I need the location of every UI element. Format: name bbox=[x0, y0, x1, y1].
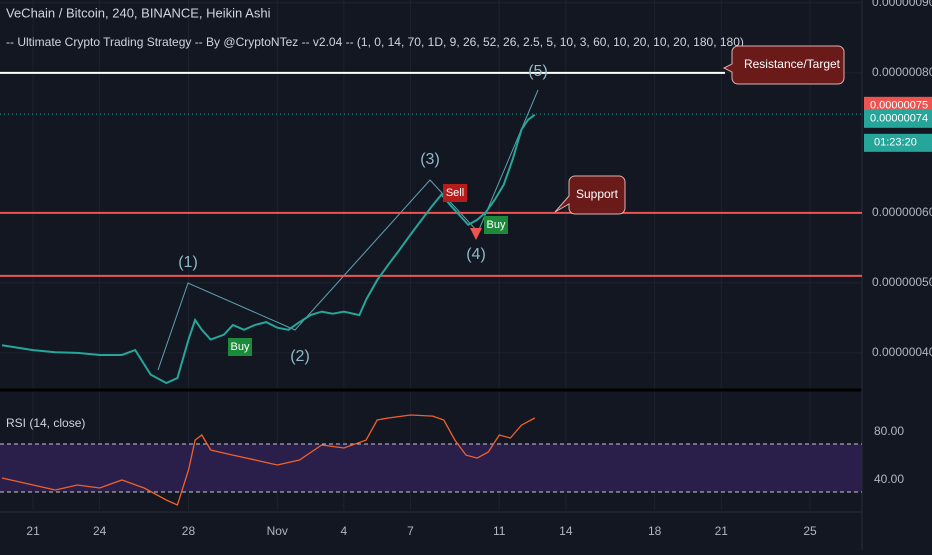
y-tick-label: 0.00000090 bbox=[872, 0, 932, 9]
wave-label: (2) bbox=[290, 348, 310, 365]
buy-marker bbox=[228, 338, 252, 356]
x-tick-label: 28 bbox=[182, 524, 196, 538]
series-line bbox=[1, 414, 536, 506]
wave-label: (3) bbox=[420, 151, 440, 168]
price-pane bbox=[0, 71, 862, 385]
callout bbox=[554, 175, 626, 215]
sell-marker bbox=[443, 184, 467, 202]
callout-text: Resistance/Target bbox=[744, 57, 841, 71]
rsi-title: RSI (14, close) bbox=[6, 416, 85, 430]
rsi-pane bbox=[0, 414, 862, 506]
countdown: 01:23:20 bbox=[874, 137, 917, 149]
sell-label: Sell bbox=[446, 187, 464, 199]
indicator-title: -- Ultimate Crypto Trading Strategy -- B… bbox=[6, 35, 744, 49]
callout bbox=[722, 45, 845, 85]
x-tick-label: 7 bbox=[407, 524, 414, 538]
y-tick-label: 0.00000080 bbox=[872, 65, 932, 79]
price-tag-label: 0.00000074 bbox=[870, 113, 928, 125]
x-tick-label: 4 bbox=[341, 524, 348, 538]
wave-label: (1) bbox=[178, 254, 198, 271]
buy-label: Buy bbox=[487, 219, 506, 231]
y-tick-label: 80.00 bbox=[874, 424, 904, 438]
price-tag bbox=[864, 109, 932, 128]
x-tick-label: 24 bbox=[93, 524, 107, 538]
y-tick-label: 40.00 bbox=[874, 472, 904, 486]
sell-arrow bbox=[470, 228, 482, 240]
chart-title: VeChain / Bitcoin, 240, BINANCE, Heikin … bbox=[6, 5, 271, 20]
x-tick-label: Nov bbox=[267, 524, 288, 538]
x-tick-label: 18 bbox=[648, 524, 662, 538]
wave-label: (5) bbox=[528, 63, 548, 80]
price-axis: 21 24 28 Nov 4 7 11 14 18 21 25 0.00000090 0.0000008… bbox=[26, 0, 932, 538]
buy-marker bbox=[484, 216, 508, 234]
wave-label: (4) bbox=[466, 246, 486, 263]
x-tick-label: 25 bbox=[803, 524, 817, 538]
countdown-tag bbox=[864, 133, 932, 152]
price-tag-label: 0.00000075 bbox=[870, 100, 928, 112]
buy-label: Buy bbox=[231, 341, 250, 353]
x-tick-label: 21 bbox=[26, 524, 40, 538]
series-line bbox=[1, 113, 536, 385]
x-tick-label: 11 bbox=[493, 524, 506, 538]
y-tick-label: 0.00000060 bbox=[872, 205, 932, 219]
rsi-band bbox=[0, 444, 862, 493]
x-tick-label: 21 bbox=[715, 524, 729, 538]
x-tick-label: 14 bbox=[559, 524, 573, 538]
callout-text: Support bbox=[576, 187, 619, 201]
y-tick-label: 0.00000040 bbox=[872, 345, 932, 359]
y-tick-label: 0.00000050 bbox=[872, 275, 932, 289]
